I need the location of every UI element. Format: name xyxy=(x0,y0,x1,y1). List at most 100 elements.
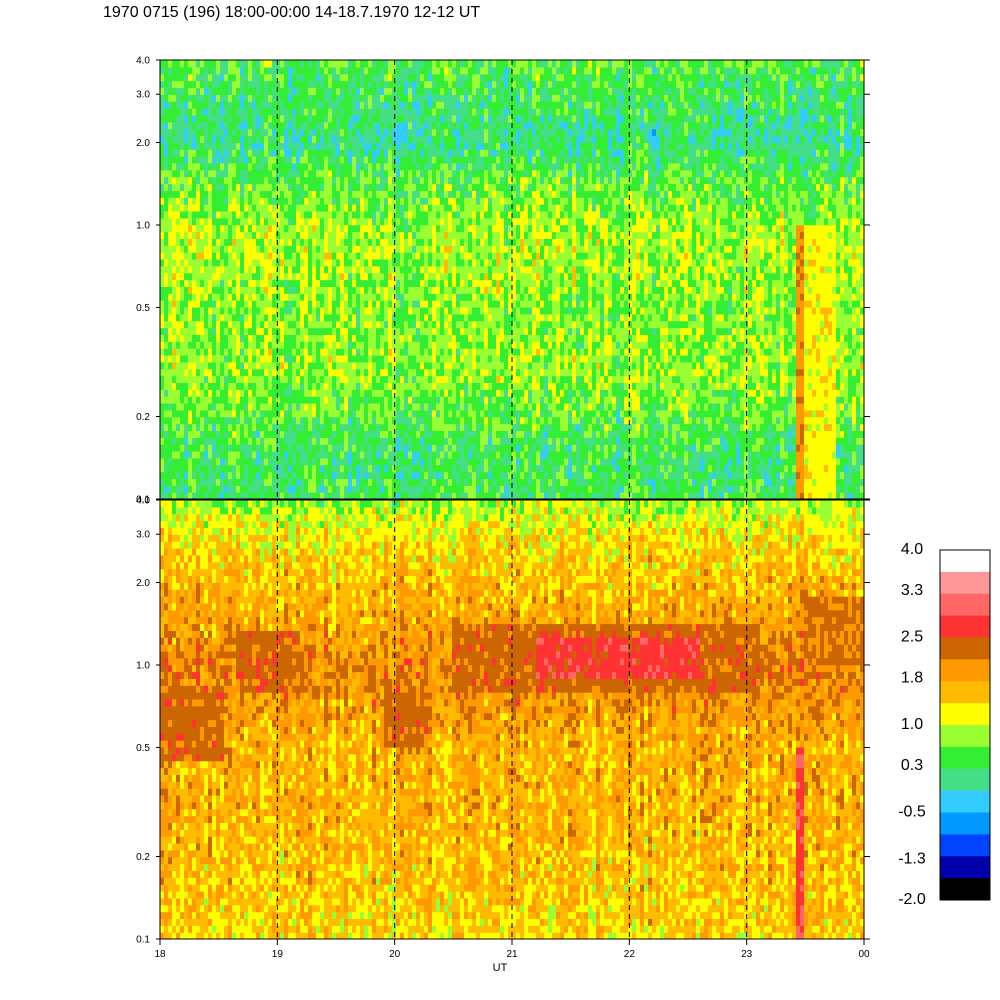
spectrogram-cell xyxy=(192,409,197,418)
spectrogram-cell xyxy=(544,409,549,418)
spectrogram-cell xyxy=(660,396,665,404)
spectrogram-cell xyxy=(168,334,173,342)
spectrogram-cell xyxy=(528,334,533,342)
spectrogram-cell xyxy=(316,320,321,329)
spectrogram-cell xyxy=(632,402,637,411)
spectrogram-cell xyxy=(828,320,833,329)
spectrogram-cell xyxy=(388,306,393,315)
spectrogram-cell xyxy=(492,464,497,473)
spectrogram-cell xyxy=(512,471,517,480)
spectrogram-cell xyxy=(544,396,549,404)
spectrogram-cell xyxy=(612,396,617,404)
spectrogram-cell xyxy=(700,478,705,486)
spectrogram-cell xyxy=(860,313,864,322)
spectrogram-cell xyxy=(540,396,545,404)
spectrogram-cell xyxy=(836,492,841,499)
spectrogram-cell xyxy=(792,471,797,480)
spectrogram-cell xyxy=(488,409,493,418)
spectrogram-cell xyxy=(740,485,745,493)
spectrogram-cell xyxy=(232,416,237,425)
spectrogram-cell xyxy=(644,382,649,390)
spectrogram-cell xyxy=(784,396,789,404)
spectrogram-cell xyxy=(336,402,341,411)
spectrogram-cell xyxy=(576,396,581,404)
spectrogram-cell xyxy=(264,313,269,322)
spectrogram-cell xyxy=(536,334,541,342)
spectrogram-cell xyxy=(592,464,597,473)
spectrogram-cell xyxy=(372,334,377,342)
spectrogram-cell xyxy=(420,327,425,335)
spectrogram-cell xyxy=(224,382,229,390)
spectrogram-cell xyxy=(592,313,597,322)
spectrogram-cell xyxy=(440,478,445,486)
spectrogram-cell xyxy=(492,354,497,363)
spectrogram-cell xyxy=(276,437,281,445)
spectrogram-cell xyxy=(196,402,201,411)
spectrogram-cell xyxy=(328,416,333,425)
spectrogram-cell xyxy=(744,361,749,370)
spectrogram-cell xyxy=(700,320,705,329)
spectrogram-cell xyxy=(708,348,713,356)
spectrogram-cell xyxy=(172,416,177,425)
spectrogram-cell xyxy=(216,375,221,383)
spectrogram-cell xyxy=(448,478,453,486)
spectrogram-cell xyxy=(380,348,385,356)
spectrogram-cell xyxy=(384,485,389,493)
spectrogram-cell xyxy=(672,402,677,411)
spectrogram-cell xyxy=(548,437,553,445)
spectrogram-cell xyxy=(248,313,253,322)
spectrogram-cell xyxy=(292,396,297,404)
spectrogram-cell xyxy=(800,341,805,349)
spectrogram-cell xyxy=(184,382,189,390)
spectrogram-cell xyxy=(828,416,833,425)
spectrogram-cell xyxy=(856,423,861,432)
spectrogram-cell xyxy=(764,334,769,342)
spectrogram-cell xyxy=(252,306,257,315)
spectrogram-cell xyxy=(808,320,813,329)
spectrogram-cell xyxy=(396,450,401,459)
spectrogram-cell xyxy=(452,368,457,377)
spectrogram-cell xyxy=(800,354,805,363)
spectrogram-cell xyxy=(160,334,165,342)
spectrogram-cell xyxy=(276,300,281,308)
spectrogram-cell xyxy=(292,354,297,363)
spectrogram-cell xyxy=(408,348,413,356)
spectrogram-cell xyxy=(276,320,281,329)
spectrogram-cell xyxy=(672,478,677,486)
spectrogram-cell xyxy=(792,382,797,390)
spectrogram-cell xyxy=(616,375,621,383)
spectrogram-cell xyxy=(376,300,381,308)
spectrogram-cell xyxy=(528,361,533,370)
spectrogram-cell xyxy=(492,416,497,425)
spectrogram-cell xyxy=(524,368,529,377)
spectrogram-cell xyxy=(756,306,761,315)
spectrogram-cell xyxy=(344,430,349,438)
spectrogram-cell xyxy=(616,348,621,356)
spectrogram-cell xyxy=(244,334,249,342)
spectrogram-cell xyxy=(432,348,437,356)
spectrogram-cell xyxy=(568,354,573,363)
spectrogram-cell xyxy=(648,416,653,425)
spectrogram-cell xyxy=(208,320,213,329)
spectrogram-cell xyxy=(800,423,805,432)
spectrogram-cell xyxy=(564,478,569,486)
spectrogram-cell xyxy=(844,457,849,466)
spectrogram-cell xyxy=(692,450,697,459)
spectrogram-cell xyxy=(284,444,289,452)
spectrogram-cell xyxy=(256,348,261,356)
spectrogram-cell xyxy=(456,348,461,356)
spectrogram-cell xyxy=(816,375,821,383)
spectrogram-cell xyxy=(508,375,513,383)
spectrogram-cell xyxy=(828,361,833,370)
spectrogram-cell xyxy=(780,320,785,329)
spectrogram-cell xyxy=(428,444,433,452)
spectrogram-cell xyxy=(280,320,285,329)
spectrogram-cell xyxy=(360,348,365,356)
spectrogram-cell xyxy=(220,368,225,377)
spectrogram-cell xyxy=(408,457,413,466)
spectrogram-cell xyxy=(628,306,633,315)
spectrogram-cell xyxy=(176,320,181,329)
spectrogram-cell xyxy=(356,437,361,445)
spectrogram-cell xyxy=(860,361,864,370)
spectrogram-cell xyxy=(716,348,721,356)
